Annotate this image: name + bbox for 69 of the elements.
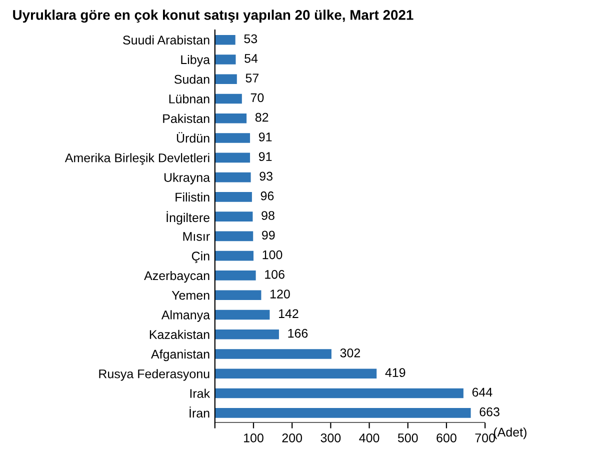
y-tick-label: Sudan	[174, 74, 210, 84]
bar	[214, 172, 251, 182]
data-label: 53	[244, 34, 258, 44]
data-label: 166	[288, 328, 308, 338]
bar	[214, 349, 332, 359]
x-tick-label: 400	[359, 433, 380, 442]
x-tick-label: 100	[244, 433, 264, 442]
y-tick-label: Irak	[190, 388, 210, 398]
bar	[214, 113, 247, 124]
y-tick-label: Kazakistan	[150, 330, 210, 340]
bar	[214, 408, 471, 418]
data-label: 91	[258, 152, 272, 162]
data-label: 106	[265, 270, 284, 279]
bar	[214, 74, 237, 84]
data-label: 91	[258, 132, 272, 142]
y-tick-label: Çin	[192, 251, 210, 264]
data-label: 82	[255, 112, 268, 122]
bar	[214, 368, 377, 379]
y-tick-label: Almanya	[161, 310, 210, 322]
y-tick-label: Mısır	[183, 232, 210, 241]
data-label: 120	[270, 290, 290, 298]
y-tick-label: Amerika Birleşik Devletleri	[64, 153, 210, 165]
data-label: 54	[244, 54, 258, 63]
y-tick-label: Azerbaycan	[144, 270, 210, 283]
y-tick-label: Lübnan	[169, 94, 210, 104]
x-tick-label: 200	[282, 433, 302, 442]
data-label: 663	[480, 407, 500, 416]
x-axis-title: (Adet)	[494, 427, 526, 440]
x-tick-label: 600	[436, 433, 456, 442]
data-label: 302	[340, 348, 360, 358]
data-label: 57	[246, 74, 259, 82]
y-tick-label: Suudi Arabistan	[123, 35, 210, 44]
bar	[214, 329, 279, 340]
data-label: 644	[472, 388, 492, 397]
data-label: 142	[278, 309, 298, 318]
data-label: 100	[262, 250, 282, 260]
y-tick-label: Yemen	[172, 291, 210, 300]
data-label: 96	[260, 191, 274, 200]
bar	[214, 34, 236, 45]
y-tick-label: Rusya Federasyonu	[99, 369, 210, 381]
bar	[214, 270, 256, 280]
y-tick-label: Ukrayna	[164, 172, 210, 184]
bar	[214, 152, 250, 163]
data-label: 70	[250, 93, 264, 102]
bar	[214, 212, 253, 222]
y-tick-label: Ürdün	[176, 132, 210, 143]
x-tick-label: 300	[320, 433, 341, 442]
x-tick-label: 700	[475, 433, 495, 442]
bar	[214, 310, 270, 320]
bar	[214, 192, 252, 202]
bar	[214, 388, 464, 398]
y-tick-label: Pakistan	[163, 114, 210, 124]
chart-title: Uyruklara göre en çok konut satışı yapılan 20 ülke, Mart 2021	[13, 10, 414, 23]
bar	[214, 250, 254, 261]
data-label: 99	[262, 230, 275, 240]
bar	[214, 290, 262, 300]
data-label: 93	[260, 172, 272, 181]
bar	[214, 133, 250, 143]
y-tick-label: Afganistan	[151, 349, 210, 362]
y-tick-label: Filistin	[176, 192, 210, 202]
bar	[214, 231, 254, 242]
x-tick-label: 500	[398, 433, 418, 442]
y-tick-label: Libya	[181, 54, 210, 67]
y-tick-label: İngiltere	[166, 211, 210, 225]
y-tick-label: İran	[190, 406, 210, 418]
data-label: 419	[385, 368, 406, 377]
bar	[214, 54, 236, 64]
data-label: 98	[262, 211, 274, 220]
bar	[214, 94, 242, 104]
